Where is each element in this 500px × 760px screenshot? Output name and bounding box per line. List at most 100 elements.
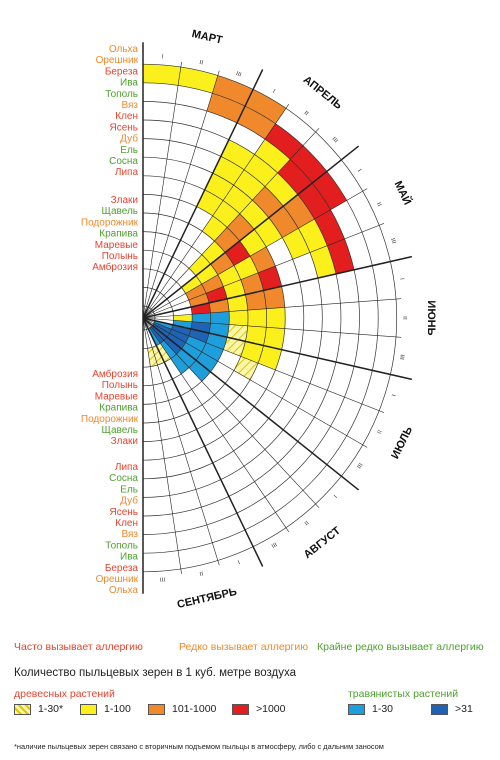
decade-divider: [142, 317, 220, 566]
month-label: МАЙ: [392, 179, 415, 207]
pollen-cell: [227, 294, 248, 312]
plant-label: Ясень: [109, 122, 138, 133]
ring-line: [142, 194, 267, 442]
decade-label: III: [389, 237, 396, 244]
month-divider: [142, 317, 360, 491]
pollen-cell: [154, 320, 173, 330]
ring-line: [142, 63, 398, 573]
decade-label: I: [332, 493, 338, 499]
pollen-cell: [245, 290, 267, 311]
legend-item-label: 1-30*: [38, 703, 64, 715]
ring-line: [142, 231, 230, 405]
decade-label: II: [375, 429, 382, 435]
red-swatch: [232, 703, 249, 715]
month-divider: [142, 255, 413, 319]
legend-item-1-30-hatched: 1-30*: [14, 703, 63, 715]
pollen-cell: [233, 169, 266, 201]
pollen-cell: [212, 75, 254, 107]
legend-item-label: >1000: [256, 703, 286, 715]
plant-label: Береза: [105, 563, 139, 574]
ring-line: [142, 82, 379, 554]
pollen-cell: [201, 274, 224, 294]
plant-label: Клен: [115, 518, 138, 529]
pollen-cell: [169, 329, 189, 343]
pollen-cell: [189, 254, 211, 276]
pollen-cell: [263, 327, 285, 350]
plant-label: Подорожник: [81, 414, 139, 425]
pollen-cell: [236, 106, 276, 140]
pollen-cell: [282, 228, 310, 260]
ring-line: [142, 101, 360, 535]
decade-divider: [142, 128, 320, 319]
legend-tree-group: древесных растений: [14, 688, 115, 700]
plant-label: Орешник: [96, 55, 139, 66]
pollen-cell: [244, 154, 278, 187]
ring-line: [142, 138, 323, 498]
month-label: СЕНТЯБРЬ: [176, 586, 238, 611]
ring-line: [142, 156, 305, 480]
pollen-cell: [229, 310, 248, 326]
plant-label: Полынь: [102, 251, 138, 262]
pollen-cell: [185, 284, 207, 301]
pollen-cell: [245, 325, 267, 346]
pollen-cell: [206, 286, 228, 303]
plant-label: Щавель: [101, 425, 138, 436]
month-label: АПРЕЛЬ: [301, 74, 345, 112]
decade-label: II: [303, 110, 310, 117]
month-label: ИЮНЬ: [425, 300, 437, 335]
plant-label: Ясень: [109, 507, 138, 518]
decade-label: III: [159, 576, 165, 582]
plant-label: Ива: [120, 552, 138, 563]
decade-label: III: [235, 71, 242, 79]
pollen-cell: [201, 241, 226, 265]
plant-label: Ива: [120, 78, 138, 89]
plant-label: Подорожник: [81, 217, 139, 228]
pollen-cell: [263, 286, 285, 309]
ring-line: [142, 305, 156, 331]
legend-item-label: 1-100: [104, 703, 131, 715]
pollen-cell: [171, 324, 191, 336]
plant-label: Ольха: [109, 44, 139, 55]
decade-label: II: [303, 519, 310, 526]
pollen-cell: [147, 347, 158, 367]
legend-item-grass-1-30: 1-30: [348, 703, 393, 715]
tree-plant-labels: ОльхаОрешникБерезаИваТопольВязКленЯсеньД…: [96, 44, 139, 178]
dark-blue-swatch: [431, 703, 448, 715]
pollen-cell: [149, 326, 164, 344]
plant-label: Щавель: [101, 206, 138, 217]
plant-label: Ель: [120, 145, 138, 156]
pollen-cell: [201, 342, 224, 362]
plant-label: Тополь: [105, 89, 138, 100]
pollen-cell: [204, 173, 234, 201]
plant-label: Сосна: [109, 156, 138, 167]
pollen-cell: [268, 206, 299, 238]
decade-divider: [142, 317, 320, 508]
plant-label: Липа: [115, 462, 139, 473]
plant-label: Дуб: [120, 133, 138, 145]
decade-label: II: [199, 60, 204, 67]
pollen-cell: [206, 93, 246, 123]
pollen-cell: [240, 341, 264, 364]
pollen-cell: [225, 240, 251, 266]
pollen-cell: [181, 342, 202, 361]
plant-label: Орешник: [96, 574, 139, 585]
plant-label: Дуб: [120, 495, 138, 507]
legend-item-label: 101-1000: [172, 703, 217, 715]
plant-label: Клен: [115, 111, 138, 122]
plant-label: Злаки: [111, 195, 138, 206]
plant-label: Маревые: [95, 391, 139, 402]
legend-item-grass-over-31: >31: [431, 703, 473, 715]
legend-item-1-100: 1-100: [80, 703, 131, 715]
pollen-cell: [298, 219, 328, 253]
decade-label: III: [270, 541, 278, 549]
month-divider: [142, 317, 264, 567]
pollen-cell: [166, 333, 186, 349]
plant-label: Полынь: [102, 380, 138, 391]
month-divider: [142, 69, 264, 319]
legend-low-allergy: Крайне редко вызывает аллергию: [317, 641, 484, 653]
pollen-cell: [312, 171, 347, 210]
pollen-cell: [210, 311, 230, 325]
decade-label: I: [236, 558, 240, 564]
plant-label: Береза: [105, 66, 139, 77]
pollen-cell: [151, 325, 167, 341]
